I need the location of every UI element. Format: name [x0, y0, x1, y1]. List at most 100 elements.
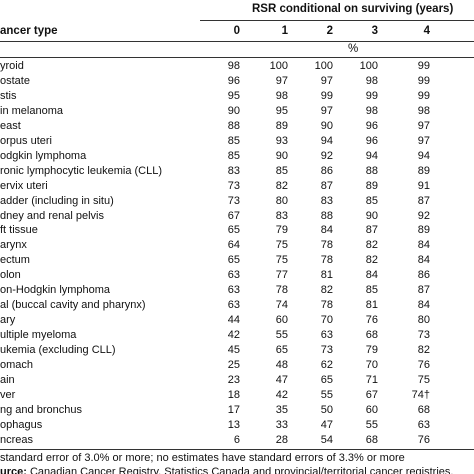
cell: 85 — [365, 284, 378, 297]
cell: 6 — [233, 433, 240, 446]
column-header: 2 — [326, 25, 333, 37]
cell: 60 — [365, 403, 378, 416]
cell: 74† — [411, 388, 430, 401]
cell: 23 — [227, 373, 240, 386]
cell: 85 — [275, 164, 288, 177]
cell: 87 — [417, 284, 430, 297]
cell: 100 — [269, 60, 288, 72]
cell: 55 — [365, 418, 378, 431]
cell: 65 — [227, 224, 240, 237]
cell: 73 — [320, 344, 333, 357]
cell: 76 — [365, 314, 378, 327]
row-label: stis — [0, 89, 17, 102]
cell: 65 — [320, 373, 333, 386]
cell: 65 — [227, 254, 240, 267]
row-label: yroid — [0, 60, 24, 72]
cell: 82 — [365, 254, 378, 267]
cell: 73 — [417, 329, 430, 342]
row-label: ectum — [0, 254, 30, 267]
cell: 75 — [275, 239, 288, 252]
rule — [0, 41, 474, 42]
cell: 99 — [417, 89, 430, 102]
row-label: on-Hodgkin lymphoma — [0, 284, 111, 297]
row-label: al (buccal cavity and pharynx) — [0, 299, 146, 312]
cell: 82 — [417, 344, 430, 357]
cell: 67 — [227, 209, 240, 222]
cell: 87 — [320, 179, 333, 192]
cell: 85 — [365, 194, 378, 207]
cell: 95 — [275, 104, 288, 117]
cell: 63 — [227, 299, 240, 312]
row-label: adder (including in situ) — [0, 194, 114, 207]
cell: 65 — [275, 344, 288, 357]
cell: 89 — [365, 179, 378, 192]
row-label: arynx — [0, 239, 27, 252]
row-label: in melanoma — [0, 104, 63, 117]
cell: 71 — [365, 373, 378, 386]
row-label: ng and bronchus — [0, 403, 82, 416]
cell: 64 — [227, 239, 240, 252]
cell: 94 — [365, 149, 378, 162]
cell: 97 — [417, 134, 430, 147]
row-label: ophagus — [0, 418, 43, 431]
cell: 73 — [227, 179, 240, 192]
cell: 76 — [417, 433, 430, 446]
cell: 93 — [275, 134, 288, 147]
cell: 82 — [320, 284, 333, 297]
cell: 95 — [227, 89, 240, 102]
cell: 79 — [275, 224, 288, 237]
cell: 86 — [320, 164, 333, 177]
cell: 96 — [365, 134, 378, 147]
row-label: ostate — [0, 74, 30, 87]
cell: 70 — [320, 314, 333, 327]
cell: 80 — [417, 314, 430, 327]
row-label: ain — [0, 373, 15, 386]
cell: 68 — [365, 433, 378, 446]
row-label: olon — [0, 269, 21, 282]
cell: 81 — [320, 269, 333, 282]
cell: 68 — [365, 329, 378, 342]
cell: 84 — [365, 269, 378, 282]
rule — [0, 448, 474, 450]
cell: 96 — [365, 119, 378, 132]
column-header: 3 — [371, 25, 378, 37]
cell: 90 — [320, 119, 333, 132]
cell: 35 — [275, 403, 288, 416]
cell: 70 — [365, 359, 378, 371]
row-label: orpus uteri — [0, 134, 52, 147]
source-text: Canadian Cancer Registry, Statistics Can… — [29, 465, 454, 474]
unit: % — [348, 43, 359, 55]
cell: 83 — [227, 164, 240, 177]
cell: 13 — [227, 418, 240, 431]
cell: 89 — [417, 224, 430, 237]
cell: 75 — [275, 254, 288, 267]
cell: 89 — [275, 119, 288, 132]
row-label: ft tissue — [0, 224, 38, 237]
cell: 99 — [417, 74, 430, 87]
cell: 98 — [417, 104, 430, 117]
cell: 98 — [365, 74, 378, 87]
cell: 83 — [320, 194, 333, 207]
row-label: east — [0, 119, 21, 132]
cell: 63 — [227, 269, 240, 282]
cell: 90 — [365, 209, 378, 222]
cell: 44 — [227, 314, 240, 327]
cell: 76 — [417, 359, 430, 371]
cell: 63 — [320, 329, 333, 342]
cell: 88 — [227, 119, 240, 132]
row-label: odgkin lymphoma — [0, 149, 87, 162]
cell: 50 — [320, 403, 333, 416]
column-header: 0 — [233, 25, 240, 37]
cell: 54 — [320, 433, 333, 446]
cell: 99 — [365, 89, 378, 102]
cell: 82 — [365, 239, 378, 252]
cell: 90 — [227, 104, 240, 117]
row-label: ary — [0, 314, 16, 327]
cell: 88 — [320, 209, 333, 222]
cell: 98 — [227, 60, 240, 72]
cell: 62 — [320, 359, 333, 371]
cell: 55 — [275, 329, 288, 342]
table-title: RSR conditional on surviving (years) — [252, 3, 454, 15]
cell: 87 — [365, 224, 378, 237]
row-label: ronic lymphocytic leukemia (CLL) — [0, 164, 162, 177]
